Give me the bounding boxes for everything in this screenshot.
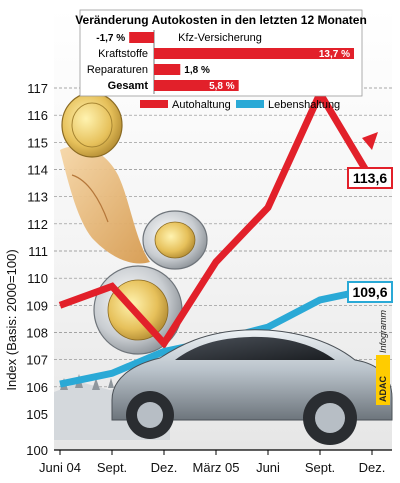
y-tick-label: 108 <box>26 326 48 341</box>
legend-swatch-autohaltung <box>140 100 168 108</box>
inset-bar <box>154 80 239 91</box>
inset-bar <box>129 32 154 43</box>
inset-panel: Veränderung Autokosten in den letzten 12… <box>75 9 367 97</box>
legend-label-lebenshaltung: Lebenshaltung <box>268 99 340 111</box>
arrow-up-icon <box>362 132 378 150</box>
y-tick-label: 106 <box>26 380 48 395</box>
x-tick-label: Dez. <box>151 460 178 475</box>
euro-coin-middle-icon <box>142 210 208 270</box>
inset-row-label: Gesamt <box>108 80 149 92</box>
inset-title: Veränderung Autokosten in den letzten 12… <box>75 13 367 27</box>
end-value-autohaltung: 113,6 <box>353 170 387 186</box>
credit-brand: ADAC <box>378 376 388 402</box>
euro-coin-top-icon <box>61 92 123 158</box>
inset-bar <box>154 64 181 75</box>
inset-row-value: 1,8 % <box>184 65 210 76</box>
inset-row-label: Reparaturen <box>87 64 148 76</box>
x-tick-label: März 05 <box>193 460 240 475</box>
x-tick-label: Dez. <box>359 460 386 475</box>
y-tick-label: 113 <box>27 190 48 205</box>
y-tick-label: 112 <box>27 217 48 232</box>
adac-logo-icon <box>376 355 390 405</box>
y-tick-label: 110 <box>27 271 48 286</box>
x-tick-label: Sept. <box>97 460 127 475</box>
y-axis-ticks: 100 105 106 107 108 109 110 111 112 113 114 115 116 1… <box>26 81 48 458</box>
credit-text: Infogramm <box>378 309 388 353</box>
legend-swatch-lebenshaltung <box>236 100 264 108</box>
x-tick-label: Sept. <box>305 460 335 475</box>
y-tick-label: 105 <box>26 407 48 422</box>
legend-label-autohaltung: Autohaltung <box>172 99 231 111</box>
y-tick-label: 109 <box>26 298 48 313</box>
end-label-lebenshaltung: 109,6 <box>347 281 393 303</box>
inset-row-value: 13,7 % <box>319 49 350 60</box>
y-tick-label: 107 <box>26 353 48 368</box>
inset-row-label: Kraftstoffe <box>98 48 148 60</box>
inset-rows: Kfz-Versicherung -1,7 % Kraftstoffe 13,7 % R… <box>87 32 354 92</box>
banknote-decoration <box>60 146 150 264</box>
inset-row-value: -1,7 % <box>96 33 125 44</box>
y-tick-label: 117 <box>27 81 48 96</box>
credit: ADAC Infogramm <box>376 309 390 405</box>
inset-row-label: Kfz-Versicherung <box>178 32 262 44</box>
x-tick-label: Juni <box>256 460 280 475</box>
y-tick-label: 111 <box>28 244 48 259</box>
inset-row-value: 5,8 % <box>209 81 235 92</box>
legend: Autohaltung Lebenshaltung <box>140 99 340 111</box>
x-axis-ticks: Juni 04 Sept. Dez. März 05 Juni Sept. Dez. <box>39 450 385 475</box>
x-tick-label: Juni 04 <box>39 460 81 475</box>
y-tick-label: 115 <box>27 135 48 150</box>
y-axis-label: Index (Basis: 2000=100) <box>4 249 19 390</box>
end-label-autohaltung: 113,6 <box>347 167 393 189</box>
y-tick-label: 100 <box>26 443 48 458</box>
inset-bar <box>154 48 354 59</box>
y-tick-label: 116 <box>27 108 48 123</box>
end-value-lebenshaltung: 109,6 <box>352 284 387 300</box>
y-tick-label: 114 <box>27 163 48 178</box>
